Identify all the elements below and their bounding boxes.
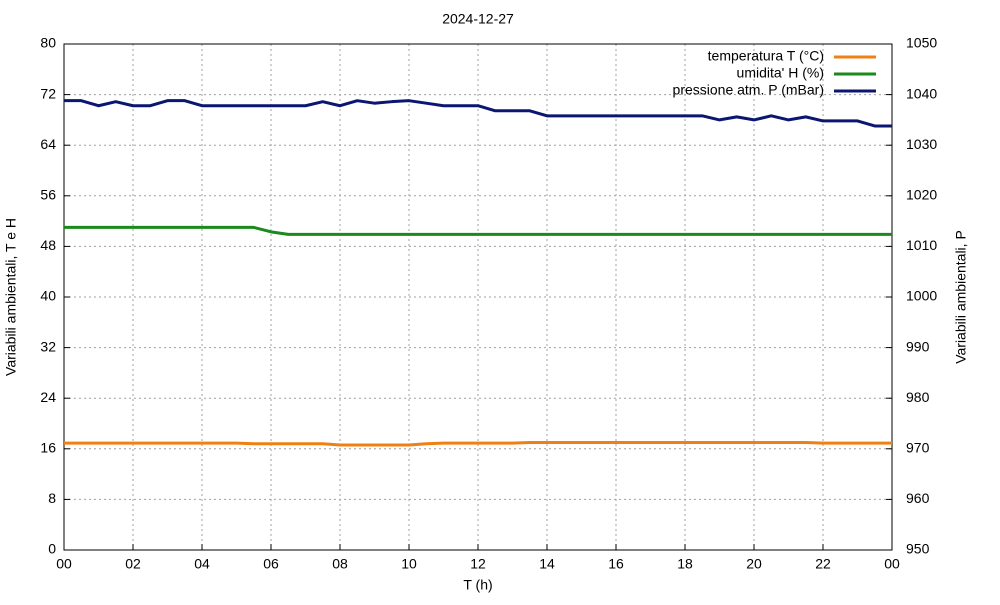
x-tick-label: 20 (746, 556, 762, 572)
x-tick-label: 12 (470, 556, 486, 572)
y-tick-label: 56 (40, 187, 56, 203)
y2-tick-label: 950 (906, 541, 930, 557)
y-tick-label: 16 (40, 440, 56, 456)
legend-label: pressione atm. P (mBar) (673, 82, 824, 98)
y2-tick-label: 1040 (906, 85, 937, 101)
y2-axis-label: Variabili ambientali, P (953, 230, 969, 364)
y2-tick-label: 980 (906, 389, 930, 405)
x-tick-label: 22 (815, 556, 831, 572)
legend-label: temperatura T (°C) (708, 48, 824, 64)
x-tick-label: 00 (884, 556, 900, 572)
y-axis-label: Variabili ambientali, T e H (3, 218, 19, 376)
y-tick-label: 0 (48, 541, 56, 557)
legend-label: umidita' H (%) (737, 65, 824, 81)
series-line (64, 99, 892, 128)
series-line (64, 440, 892, 447)
chart-title: 2024-12-27 (442, 11, 514, 27)
x-tick-label: 06 (263, 556, 279, 572)
y2-tick-label: 960 (906, 490, 930, 506)
x-tick-label: 04 (194, 556, 210, 572)
x-tick-label: 10 (401, 556, 417, 572)
x-axis-label: T (h) (463, 577, 492, 593)
y-tick-label: 48 (40, 237, 56, 253)
y2-tick-label: 990 (906, 338, 930, 354)
y2-tick-label: 1020 (906, 187, 937, 203)
y-tick-label: 24 (40, 389, 56, 405)
y-tick-label: 32 (40, 338, 56, 354)
y2-tick-label: 1050 (906, 35, 937, 51)
y-tick-label: 8 (48, 490, 56, 506)
y2-tick-label: 1010 (906, 237, 937, 253)
x-tick-label: 00 (56, 556, 72, 572)
x-tick-label: 08 (332, 556, 348, 572)
y-tick-label: 72 (40, 85, 56, 101)
x-tick-label: 16 (608, 556, 624, 572)
y-tick-label: 64 (40, 136, 56, 152)
y2-tick-label: 970 (906, 440, 930, 456)
y2-tick-label: 1000 (906, 288, 937, 304)
y2-tick-label: 1030 (906, 136, 937, 152)
series-line (64, 225, 892, 236)
x-tick-label: 18 (677, 556, 693, 572)
plot-border (63, 43, 893, 551)
y-tick-label: 80 (40, 35, 56, 51)
y-tick-label: 40 (40, 288, 56, 304)
x-tick-label: 14 (539, 556, 555, 572)
x-tick-label: 02 (125, 556, 141, 572)
